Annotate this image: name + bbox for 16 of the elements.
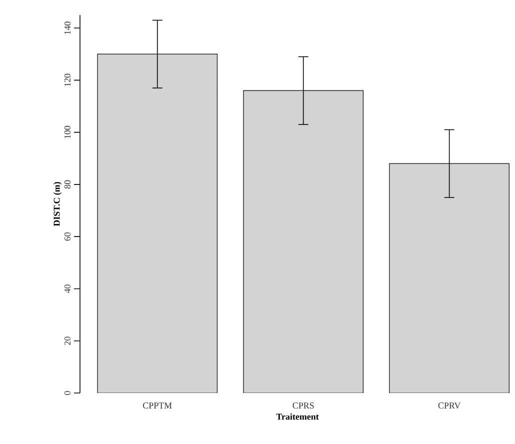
y-tick-label: 0	[64, 391, 70, 395]
x-tick-label: CPPTM	[143, 402, 172, 409]
y-tick-label: 80	[64, 180, 70, 189]
bar	[98, 54, 218, 393]
y-tick-label: 140	[64, 22, 70, 34]
y-tick-label: 20	[64, 336, 70, 345]
bar	[389, 163, 510, 393]
bar	[243, 90, 364, 393]
x-tick-label: CPRV	[438, 402, 461, 409]
y-tick-label: 60	[64, 232, 70, 241]
y-tick-label: 120	[64, 74, 70, 86]
y-tick-label: 100	[64, 126, 70, 138]
y-tick-label: 40	[64, 284, 70, 294]
x-axis-title: Traitement	[276, 413, 319, 420]
x-tick-label: CPRS	[292, 402, 314, 409]
y-axis-title: DIST.C (m)	[53, 182, 62, 226]
